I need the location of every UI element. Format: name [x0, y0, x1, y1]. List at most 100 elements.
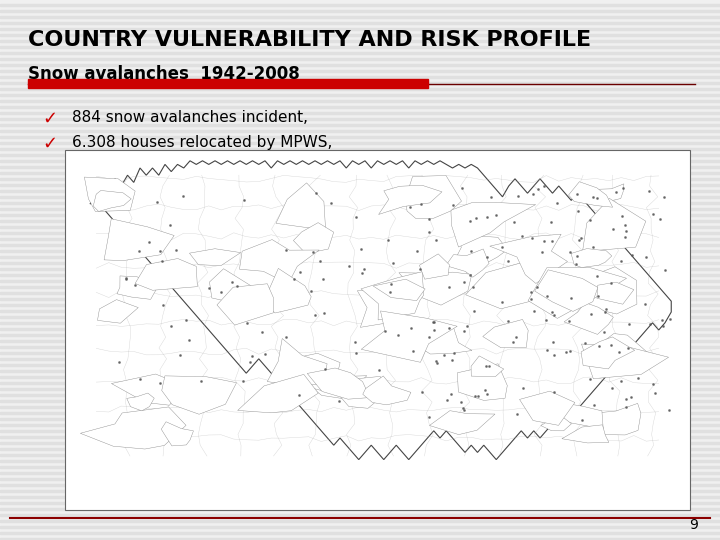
- Point: [613, 347, 625, 356]
- Point: [545, 218, 557, 226]
- Point: [174, 351, 186, 360]
- Point: [621, 395, 632, 403]
- Point: [585, 215, 596, 224]
- Point: [467, 283, 479, 292]
- Point: [281, 333, 292, 341]
- Point: [616, 212, 628, 220]
- Point: [605, 341, 616, 349]
- Polygon shape: [292, 353, 340, 394]
- Bar: [0, 490, 720, 492]
- Bar: [0, 292, 720, 294]
- Text: ✓: ✓: [42, 110, 57, 128]
- Point: [158, 301, 169, 309]
- Point: [517, 383, 528, 392]
- Point: [423, 332, 435, 341]
- Bar: [0, 64, 720, 66]
- Polygon shape: [420, 254, 449, 279]
- Bar: [0, 196, 720, 198]
- Polygon shape: [416, 326, 472, 354]
- Polygon shape: [135, 259, 197, 291]
- Point: [196, 377, 207, 386]
- Point: [231, 282, 243, 291]
- Point: [416, 387, 428, 396]
- Bar: [0, 256, 720, 258]
- Point: [164, 221, 176, 230]
- Point: [654, 214, 666, 223]
- Point: [355, 245, 366, 254]
- Bar: [0, 496, 720, 498]
- Bar: [0, 40, 720, 42]
- Point: [457, 404, 469, 413]
- Point: [585, 309, 597, 318]
- Point: [620, 227, 631, 235]
- Point: [546, 308, 557, 316]
- Bar: [65, 150, 690, 510]
- Point: [307, 247, 319, 256]
- Polygon shape: [490, 234, 567, 284]
- Point: [423, 412, 435, 421]
- Point: [120, 273, 132, 282]
- Point: [615, 377, 626, 386]
- Point: [626, 251, 638, 259]
- Text: 9: 9: [689, 518, 698, 532]
- Bar: [0, 514, 720, 516]
- Point: [620, 233, 631, 241]
- Point: [134, 247, 145, 255]
- Bar: [0, 112, 720, 114]
- Point: [657, 316, 668, 325]
- Point: [647, 380, 658, 388]
- Point: [659, 193, 670, 201]
- Point: [177, 192, 189, 200]
- Point: [447, 201, 459, 210]
- Polygon shape: [90, 161, 671, 460]
- Point: [259, 349, 271, 358]
- Point: [288, 274, 300, 283]
- Point: [564, 248, 576, 256]
- Bar: [0, 214, 720, 216]
- Point: [445, 390, 456, 399]
- Point: [464, 246, 476, 255]
- Point: [310, 189, 322, 198]
- Bar: [0, 358, 720, 360]
- Bar: [0, 172, 720, 174]
- Point: [446, 355, 457, 364]
- Point: [143, 238, 154, 246]
- Point: [428, 318, 440, 326]
- Polygon shape: [161, 422, 194, 446]
- Text: ✓: ✓: [42, 135, 57, 153]
- Point: [151, 198, 163, 206]
- Point: [592, 193, 603, 202]
- Polygon shape: [597, 282, 634, 304]
- Point: [472, 392, 484, 400]
- Polygon shape: [238, 374, 318, 413]
- Bar: [0, 538, 720, 540]
- Bar: [0, 100, 720, 102]
- Point: [482, 389, 493, 398]
- Point: [423, 228, 435, 237]
- Bar: [0, 226, 720, 228]
- Bar: [0, 502, 720, 504]
- Point: [571, 190, 582, 199]
- Bar: [0, 406, 720, 408]
- Bar: [0, 244, 720, 246]
- Polygon shape: [582, 198, 646, 252]
- Point: [577, 416, 588, 424]
- Point: [541, 346, 553, 354]
- Polygon shape: [210, 269, 253, 305]
- Point: [547, 338, 559, 346]
- Point: [350, 349, 361, 357]
- Point: [238, 377, 249, 386]
- Bar: [28, 79, 428, 88]
- Point: [382, 235, 393, 244]
- Polygon shape: [276, 183, 325, 230]
- Bar: [0, 466, 720, 468]
- Point: [319, 309, 330, 318]
- Bar: [0, 202, 720, 204]
- Polygon shape: [309, 376, 366, 399]
- Bar: [0, 340, 720, 342]
- Point: [317, 274, 328, 283]
- Point: [516, 232, 528, 240]
- Polygon shape: [265, 268, 311, 313]
- Text: 884 snow avalanches incident,: 884 snow avalanches incident,: [72, 110, 308, 125]
- Bar: [0, 148, 720, 150]
